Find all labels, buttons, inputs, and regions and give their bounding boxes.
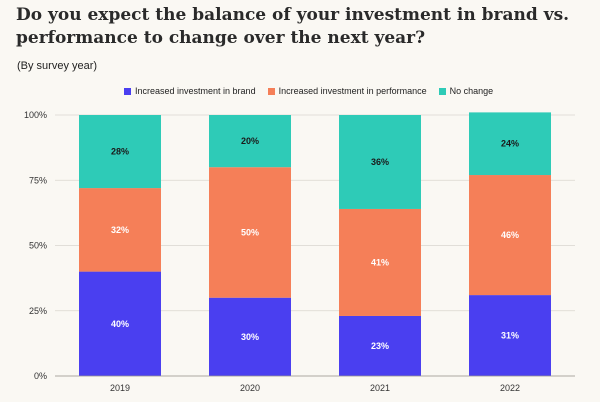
y-tick-label: 0% xyxy=(34,371,47,381)
x-tick-label: 2021 xyxy=(370,383,390,393)
legend-label-performance: Increased investment in performance xyxy=(278,86,427,96)
legend-swatch-performance xyxy=(267,87,275,95)
stacked-bar-chart: 0% 25% 50% 75% 100% 40% 32% 28% 2019 30% 50% 20% 202… xyxy=(24,110,575,393)
y-tick-label: 50% xyxy=(29,241,47,251)
legend-item-brand: Increased investment in brand xyxy=(124,86,256,96)
bar-segment xyxy=(339,115,421,209)
data-label: 46% xyxy=(501,230,519,240)
data-label: 30% xyxy=(241,332,259,342)
bar-segment xyxy=(209,115,291,168)
data-label: 32% xyxy=(111,225,129,235)
legend-label-brand: Increased investment in brand xyxy=(135,86,256,96)
bar-segment xyxy=(339,208,421,316)
bar-segment xyxy=(79,188,161,272)
bar-segment xyxy=(79,271,161,376)
data-label: 28% xyxy=(111,147,129,157)
bar-segment xyxy=(469,112,551,176)
legend-label-no-change: No change xyxy=(449,86,494,96)
legend-item-no-change: No change xyxy=(438,86,494,96)
data-label: 50% xyxy=(241,227,259,237)
data-label: 24% xyxy=(501,139,519,149)
bar-segment xyxy=(469,175,551,296)
x-tick-label: 2020 xyxy=(240,383,260,393)
data-label: 41% xyxy=(371,257,389,267)
bar-segment xyxy=(209,167,291,298)
legend-swatch-no-change xyxy=(438,87,446,95)
chart-subtitle: (By survey year) xyxy=(17,60,98,72)
bar-segment xyxy=(469,295,551,376)
y-tick-label: 25% xyxy=(29,306,47,316)
data-label: 31% xyxy=(501,331,519,341)
bar-segment xyxy=(209,297,291,376)
y-tick-label: 75% xyxy=(29,175,47,185)
bar-segment xyxy=(79,115,161,189)
legend: Increased investment in brand Increased … xyxy=(124,86,505,96)
legend-item-performance: Increased investment in performance xyxy=(267,86,427,96)
data-label: 36% xyxy=(371,157,389,167)
chart-title: Do you expect the balance of your invest… xyxy=(16,5,570,48)
bar-segment xyxy=(339,315,421,376)
x-tick-label: 2022 xyxy=(500,383,520,393)
data-label: 40% xyxy=(111,319,129,329)
data-label: 23% xyxy=(371,341,389,351)
y-tick-label: 100% xyxy=(24,110,47,120)
data-label: 20% xyxy=(241,136,259,146)
legend-swatch-brand xyxy=(124,87,131,95)
x-tick-label: 2019 xyxy=(110,383,130,393)
